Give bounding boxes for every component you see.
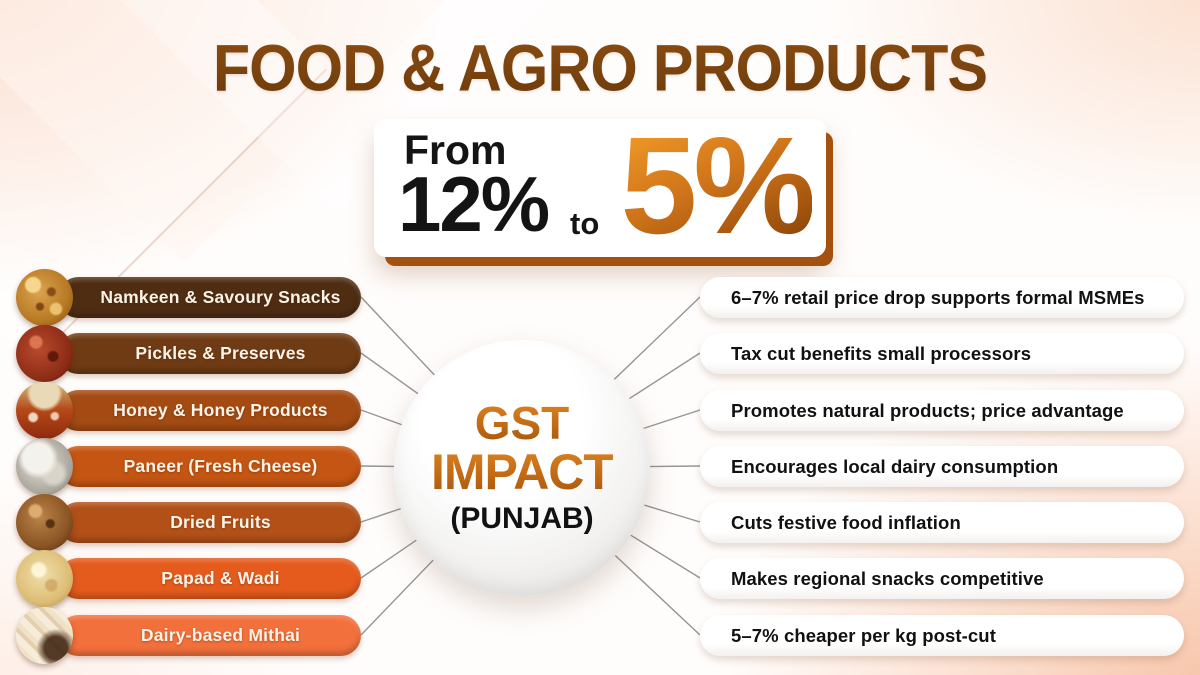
impact-item: Cuts festive food inflation	[700, 502, 1184, 543]
new-rate-value: 5%	[620, 109, 816, 263]
product-item-honey: Honey & Honey Products	[16, 382, 361, 439]
product-pill-bar: Paneer (Fresh Cheese)	[58, 446, 361, 487]
namkeen-snacks-photo	[16, 269, 73, 326]
product-item-dried-fruits: Dried Fruits	[16, 494, 361, 551]
impact-item: Promotes natural products; price advanta…	[700, 390, 1184, 431]
honey-jar-photo	[16, 382, 73, 439]
impact-label: Makes regional snacks competitive	[731, 567, 1044, 589]
product-label: Pickles & Preserves	[135, 343, 306, 363]
product-pill-bar: Papad & Wadi	[58, 558, 361, 599]
paneer-photo	[16, 438, 73, 495]
hub-region-label: (PUNJAB)	[450, 502, 594, 536]
impact-item: 5–7% cheaper per kg post-cut	[700, 615, 1184, 656]
old-rate-value: 12%	[398, 160, 550, 248]
product-pill-bar: Dairy-based Mithai	[58, 615, 361, 656]
product-pill-bar: Namkeen & Savoury Snacks	[58, 277, 361, 318]
product-item-papad: Papad & Wadi	[16, 550, 361, 607]
product-label: Paneer (Fresh Cheese)	[123, 456, 318, 476]
product-label: Dried Fruits	[170, 512, 271, 532]
impact-label: 6–7% retail price drop supports formal M…	[731, 286, 1145, 308]
impact-label: Tax cut benefits small processors	[731, 342, 1032, 364]
hub-title-gst: GST	[474, 396, 570, 449]
mithai-photo	[16, 607, 73, 664]
product-item-paneer: Paneer (Fresh Cheese)	[16, 438, 361, 495]
impact-item: Encourages local dairy consumption	[700, 446, 1184, 487]
product-pill-bar: Dried Fruits	[58, 502, 361, 543]
product-label: Papad & Wadi	[161, 568, 280, 588]
page-title: FOOD & AGRO PRODUCTS	[0, 30, 1200, 106]
dried-fruits-photo	[16, 494, 73, 551]
impact-item: Tax cut benefits small processors	[700, 333, 1184, 374]
product-pill-bar: Pickles & Preserves	[58, 333, 361, 374]
impact-item: 6–7% retail price drop supports formal M…	[700, 277, 1184, 318]
impact-item: Makes regional snacks competitive	[700, 558, 1184, 599]
rate-from-label: From	[404, 127, 507, 173]
pickles-photo	[16, 325, 73, 382]
impact-label: Encourages local dairy consumption	[731, 455, 1059, 477]
gst-impact-hub: GST IMPACT (PUNJAB)	[394, 340, 650, 596]
product-item-pickles: Pickles & Preserves	[16, 325, 361, 382]
impact-label: Promotes natural products; price advanta…	[731, 399, 1124, 421]
product-label: Namkeen & Savoury Snacks	[100, 287, 341, 307]
product-item-namkeen: Namkeen & Savoury Snacks	[16, 269, 361, 326]
impact-label: Cuts festive food inflation	[731, 511, 961, 533]
product-label: Honey & Honey Products	[113, 400, 328, 420]
product-label: Dairy-based Mithai	[140, 625, 301, 645]
product-item-mithai: Dairy-based Mithai	[16, 607, 361, 664]
hub-title-impact: IMPACT	[431, 443, 614, 500]
papad-photo	[16, 550, 73, 607]
rate-to-label: to	[570, 206, 600, 241]
product-pill-bar: Honey & Honey Products	[58, 390, 361, 431]
impact-label: 5–7% cheaper per kg post-cut	[731, 624, 996, 646]
rate-change-card: From 12% to 5%	[374, 109, 826, 263]
